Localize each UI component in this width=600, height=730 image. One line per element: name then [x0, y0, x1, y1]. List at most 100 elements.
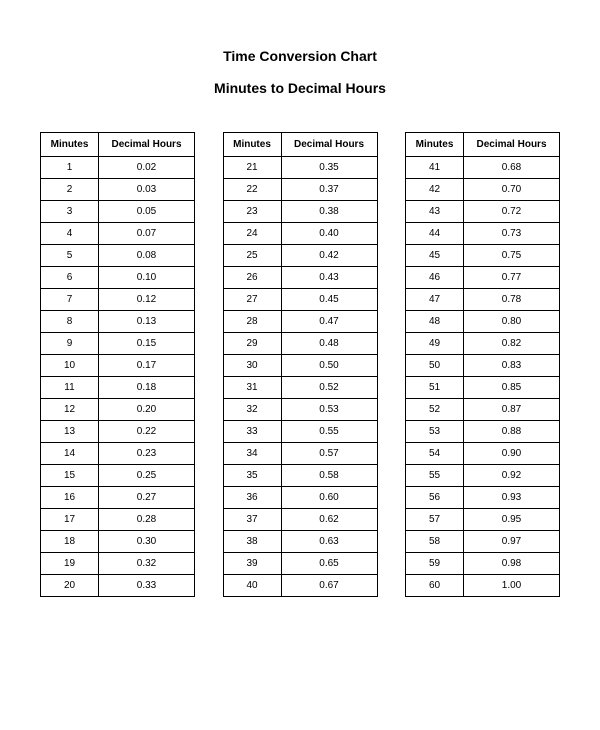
cell-minutes: 3 — [41, 201, 99, 223]
table-row: 601.00 — [406, 575, 560, 597]
cell-decimal-hours: 0.27 — [99, 487, 195, 509]
cell-minutes: 32 — [223, 399, 281, 421]
table-row: 120.20 — [41, 399, 195, 421]
cell-decimal-hours: 0.53 — [281, 399, 377, 421]
table-row: 350.58 — [223, 465, 377, 487]
page-title: Time Conversion Chart — [40, 48, 560, 64]
table-row: 80.13 — [41, 311, 195, 333]
cell-decimal-hours: 0.20 — [99, 399, 195, 421]
table-row: 580.97 — [406, 531, 560, 553]
cell-decimal-hours: 0.18 — [99, 377, 195, 399]
cell-decimal-hours: 0.67 — [281, 575, 377, 597]
cell-minutes: 55 — [406, 465, 464, 487]
cell-decimal-hours: 0.87 — [464, 399, 560, 421]
table-row: 490.82 — [406, 333, 560, 355]
cell-decimal-hours: 0.63 — [281, 531, 377, 553]
cell-decimal-hours: 0.28 — [99, 509, 195, 531]
table-row: 500.83 — [406, 355, 560, 377]
cell-decimal-hours: 0.13 — [99, 311, 195, 333]
table-row: 90.15 — [41, 333, 195, 355]
cell-decimal-hours: 0.97 — [464, 531, 560, 553]
cell-minutes: 38 — [223, 531, 281, 553]
cell-minutes: 19 — [41, 553, 99, 575]
table-row: 450.75 — [406, 245, 560, 267]
table-row: 550.92 — [406, 465, 560, 487]
table-row: 180.30 — [41, 531, 195, 553]
cell-decimal-hours: 0.35 — [281, 157, 377, 179]
cell-decimal-hours: 0.08 — [99, 245, 195, 267]
table-row: 150.25 — [41, 465, 195, 487]
cell-decimal-hours: 0.43 — [281, 267, 377, 289]
cell-decimal-hours: 0.40 — [281, 223, 377, 245]
cell-decimal-hours: 0.72 — [464, 201, 560, 223]
cell-decimal-hours: 0.58 — [281, 465, 377, 487]
cell-decimal-hours: 0.42 — [281, 245, 377, 267]
cell-decimal-hours: 0.62 — [281, 509, 377, 531]
cell-minutes: 27 — [223, 289, 281, 311]
table-row: 590.98 — [406, 553, 560, 575]
cell-decimal-hours: 0.37 — [281, 179, 377, 201]
cell-minutes: 15 — [41, 465, 99, 487]
cell-minutes: 42 — [406, 179, 464, 201]
cell-minutes: 37 — [223, 509, 281, 531]
table-row: 540.90 — [406, 443, 560, 465]
table-row: 420.70 — [406, 179, 560, 201]
cell-minutes: 24 — [223, 223, 281, 245]
cell-minutes: 58 — [406, 531, 464, 553]
cell-minutes: 2 — [41, 179, 99, 201]
cell-minutes: 33 — [223, 421, 281, 443]
cell-minutes: 6 — [41, 267, 99, 289]
cell-decimal-hours: 0.95 — [464, 509, 560, 531]
cell-decimal-hours: 0.80 — [464, 311, 560, 333]
conversion-table-1: MinutesDecimal Hours10.0220.0330.0540.07… — [40, 132, 195, 597]
cell-minutes: 21 — [223, 157, 281, 179]
cell-decimal-hours: 0.70 — [464, 179, 560, 201]
conversion-table-3: MinutesDecimal Hours410.68420.70430.7244… — [405, 132, 560, 597]
table-row: 40.07 — [41, 223, 195, 245]
table-row: 140.23 — [41, 443, 195, 465]
table-row: 330.55 — [223, 421, 377, 443]
table-row: 380.63 — [223, 531, 377, 553]
conversion-table-2: MinutesDecimal Hours210.35220.37230.3824… — [223, 132, 378, 597]
cell-decimal-hours: 0.55 — [281, 421, 377, 443]
cell-minutes: 46 — [406, 267, 464, 289]
column-header-minutes: Minutes — [406, 133, 464, 157]
table-row: 190.32 — [41, 553, 195, 575]
cell-minutes: 26 — [223, 267, 281, 289]
table-row: 390.65 — [223, 553, 377, 575]
page-subtitle: Minutes to Decimal Hours — [40, 80, 560, 96]
cell-decimal-hours: 0.98 — [464, 553, 560, 575]
cell-decimal-hours: 0.50 — [281, 355, 377, 377]
table-row: 280.47 — [223, 311, 377, 333]
cell-minutes: 31 — [223, 377, 281, 399]
cell-decimal-hours: 0.65 — [281, 553, 377, 575]
cell-minutes: 20 — [41, 575, 99, 597]
table-row: 510.85 — [406, 377, 560, 399]
cell-decimal-hours: 0.03 — [99, 179, 195, 201]
table-row: 50.08 — [41, 245, 195, 267]
table-header-row: MinutesDecimal Hours — [406, 133, 560, 157]
table-header-row: MinutesDecimal Hours — [223, 133, 377, 157]
table-row: 60.10 — [41, 267, 195, 289]
tables-container: MinutesDecimal Hours10.0220.0330.0540.07… — [40, 132, 560, 597]
cell-decimal-hours: 0.92 — [464, 465, 560, 487]
cell-decimal-hours: 0.57 — [281, 443, 377, 465]
table-row: 340.57 — [223, 443, 377, 465]
cell-decimal-hours: 0.93 — [464, 487, 560, 509]
cell-decimal-hours: 0.77 — [464, 267, 560, 289]
cell-minutes: 57 — [406, 509, 464, 531]
table-row: 220.37 — [223, 179, 377, 201]
table-header-row: MinutesDecimal Hours — [41, 133, 195, 157]
cell-minutes: 40 — [223, 575, 281, 597]
table-row: 300.50 — [223, 355, 377, 377]
table-row: 130.22 — [41, 421, 195, 443]
cell-minutes: 16 — [41, 487, 99, 509]
table-row: 100.17 — [41, 355, 195, 377]
cell-minutes: 7 — [41, 289, 99, 311]
cell-minutes: 39 — [223, 553, 281, 575]
cell-minutes: 49 — [406, 333, 464, 355]
cell-minutes: 52 — [406, 399, 464, 421]
cell-decimal-hours: 0.33 — [99, 575, 195, 597]
table-row: 570.95 — [406, 509, 560, 531]
cell-decimal-hours: 0.75 — [464, 245, 560, 267]
